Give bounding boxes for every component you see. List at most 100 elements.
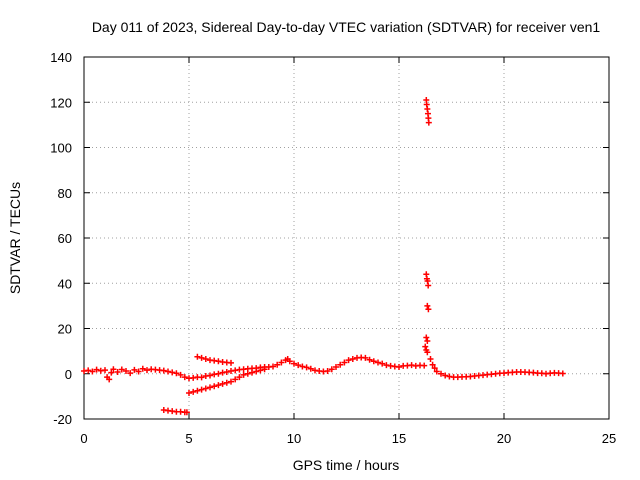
data-point — [144, 367, 150, 374]
data-point — [173, 370, 180, 377]
data-point — [337, 361, 344, 368]
plot-frame — [83, 56, 610, 420]
data-point — [333, 363, 339, 370]
data-point — [177, 371, 184, 378]
data-point — [228, 359, 234, 366]
y-tick-label: 60 — [58, 231, 72, 246]
data-point — [194, 387, 201, 394]
data-point — [303, 364, 310, 371]
data-point — [349, 356, 356, 363]
data-point — [307, 365, 314, 372]
data-point — [194, 353, 201, 360]
data-point — [183, 409, 190, 416]
data-point — [236, 374, 243, 381]
y-tick-label: 120 — [50, 95, 72, 110]
data-point — [85, 367, 92, 374]
y-tick-label: 0 — [65, 367, 72, 382]
x-tick-label: 20 — [497, 431, 511, 446]
data-point — [375, 359, 381, 366]
y-axis: -20 0 20 40 60 80 100 120 140 — [50, 50, 609, 427]
data-point — [202, 356, 209, 363]
data-point — [240, 371, 247, 378]
data-point — [427, 356, 434, 363]
data-point — [207, 384, 213, 391]
data-point — [424, 302, 431, 309]
data-point — [198, 386, 205, 393]
data-point — [423, 334, 430, 341]
data-point — [438, 370, 444, 377]
data-point — [118, 366, 125, 373]
data-point — [341, 359, 348, 366]
y-tick-label: 140 — [50, 50, 72, 65]
y-tick-label: -20 — [53, 412, 72, 427]
x-axis-label: GPS time / hours — [293, 457, 400, 473]
y-tick-label: 40 — [58, 276, 72, 291]
data-point — [559, 370, 566, 377]
data-point — [425, 119, 432, 126]
data-point — [127, 370, 134, 377]
data-point — [362, 354, 369, 361]
data-point — [324, 368, 331, 375]
data-point — [433, 368, 440, 375]
data-point — [431, 365, 438, 372]
data-point — [295, 362, 302, 369]
data-point — [328, 366, 335, 373]
data-point — [198, 354, 205, 361]
x-tick-label: 0 — [80, 431, 87, 446]
y-axis-label: SDTVAR / TECUs — [7, 182, 23, 294]
x-tick-label: 5 — [185, 431, 192, 446]
data-point — [165, 368, 171, 375]
data-point — [379, 360, 386, 367]
data-point — [261, 366, 268, 373]
data-point — [186, 389, 192, 396]
data-point — [202, 385, 209, 392]
data-point — [345, 357, 352, 364]
data-point — [244, 370, 251, 377]
grid-lines — [84, 57, 609, 419]
data-point — [232, 376, 239, 383]
x-tick-label: 15 — [392, 431, 406, 446]
data-points — [81, 96, 566, 416]
data-point — [102, 367, 108, 374]
data-point — [425, 306, 432, 313]
data-point — [421, 362, 428, 369]
y-tick-label: 80 — [58, 186, 72, 201]
data-point — [424, 349, 431, 356]
data-point — [370, 358, 377, 365]
data-point — [249, 369, 255, 376]
data-point — [190, 388, 197, 395]
x-tick-label: 25 — [602, 431, 616, 446]
y-tick-label: 20 — [58, 322, 72, 337]
data-point — [181, 374, 188, 381]
data-point — [223, 368, 230, 375]
data-point — [366, 356, 373, 363]
data-point — [429, 361, 436, 368]
y-tick-label: 100 — [50, 141, 72, 156]
data-point — [215, 382, 222, 389]
data-point — [131, 366, 138, 373]
data-point — [114, 368, 121, 375]
data-point — [108, 369, 115, 376]
chart-title: Day 011 of 2023, Sidereal Day-to-day VTE… — [92, 19, 601, 35]
data-point — [198, 374, 205, 381]
data-point — [442, 372, 449, 379]
data-point — [396, 363, 402, 370]
data-point — [223, 379, 230, 386]
data-point — [286, 358, 293, 365]
data-point — [425, 282, 432, 289]
data-point — [93, 366, 100, 373]
data-point — [299, 363, 306, 370]
data-point — [135, 368, 142, 375]
data-point — [106, 376, 113, 383]
data-point — [257, 367, 264, 374]
data-point — [422, 343, 429, 350]
data-point — [291, 360, 297, 367]
data-point — [123, 368, 129, 375]
data-point — [169, 369, 176, 376]
data-point — [139, 365, 146, 372]
x-axis: 0 5 10 15 20 25 — [80, 57, 616, 446]
x-tick-label: 10 — [287, 431, 301, 446]
data-point — [274, 361, 281, 368]
data-point — [110, 366, 117, 373]
